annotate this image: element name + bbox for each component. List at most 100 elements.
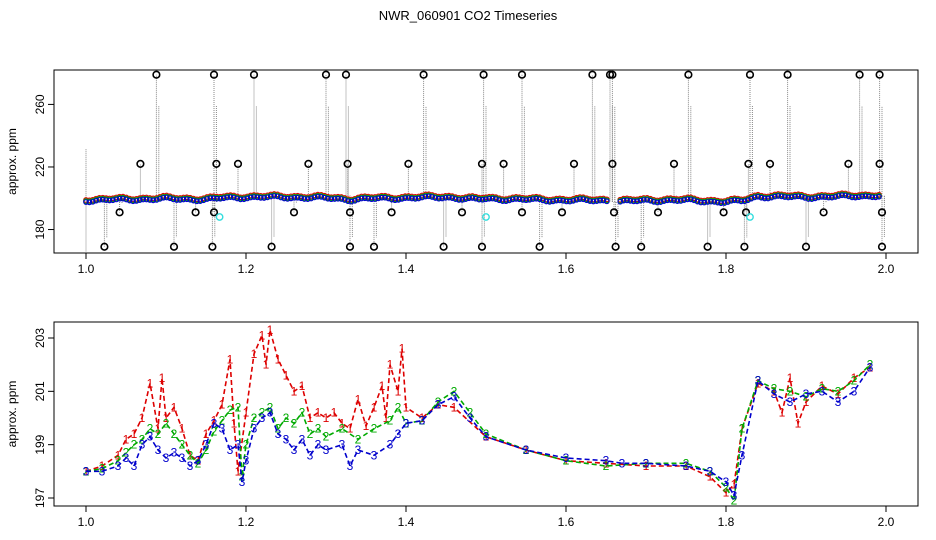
series-3-marker: 3 [243, 454, 250, 468]
series-1-marker: 1 [323, 411, 330, 425]
x-tick-label: 1.6 [558, 262, 575, 276]
data-point [758, 194, 765, 201]
series-2-marker: 2 [291, 416, 298, 430]
series-1-marker: 1 [291, 384, 298, 398]
data-point [288, 195, 294, 202]
data-point [325, 195, 331, 202]
data-point [254, 194, 261, 201]
series-3-marker: 3 [643, 456, 650, 470]
data-point [382, 194, 388, 201]
data-point [388, 196, 395, 203]
series-1-marker: 1 [387, 358, 394, 372]
data-point [536, 196, 543, 203]
outlier-point [765, 159, 775, 168]
series-3-marker: 3 [371, 448, 378, 462]
data-point [509, 196, 516, 203]
data-point [862, 193, 869, 200]
data-point [698, 199, 704, 206]
data-point [839, 192, 845, 199]
outlier-point [740, 242, 749, 251]
data-point [425, 193, 432, 200]
data-point [560, 197, 566, 204]
data-point [284, 196, 291, 202]
series-2-marker: 2 [187, 448, 194, 462]
data-point [99, 196, 106, 203]
data-point [321, 194, 328, 201]
data-point [687, 196, 694, 203]
series-1-marker: 1 [299, 379, 306, 393]
data-point [214, 195, 220, 202]
data-point [640, 197, 647, 203]
series-1-marker: 1 [771, 384, 778, 398]
data-point [489, 195, 496, 202]
data-point [802, 195, 808, 201]
data-point [237, 196, 244, 203]
data-point [314, 193, 321, 200]
data-point [335, 195, 341, 202]
data-point [533, 195, 540, 202]
data-point [355, 196, 362, 203]
data-point [822, 194, 829, 200]
series-1-marker: 1 [219, 398, 226, 412]
series-2-marker: 2 [243, 438, 250, 452]
series-3-marker: 3 [803, 387, 810, 401]
data-point [110, 197, 116, 204]
data-point [650, 199, 657, 205]
x-tick-label: 1.0 [78, 262, 95, 276]
outlier-point [745, 70, 755, 79]
data-point [566, 198, 573, 205]
series-2-marker: 2 [771, 382, 778, 396]
data-point [691, 197, 698, 204]
series-3-marker: 3 [387, 438, 394, 452]
data-point [637, 197, 644, 204]
series-3-marker: 3 [239, 475, 246, 489]
series-3-marker: 3 [291, 443, 298, 457]
outlier-point [801, 242, 811, 251]
outlier-point [517, 70, 527, 79]
series-2-marker: 2 [643, 456, 650, 470]
series-1-marker: 1 [251, 347, 258, 361]
series-1-marker: 1 [403, 400, 410, 414]
data-point [257, 195, 264, 201]
y-axis-label: approx. ppm [5, 381, 19, 448]
data-point [130, 198, 136, 205]
data-point [113, 196, 120, 203]
series-2-marker: 2 [819, 382, 826, 396]
data-point [278, 194, 284, 201]
series-2-marker: 2 [195, 456, 202, 470]
outlier-point [100, 242, 109, 251]
series-2-marker: 2 [867, 358, 874, 372]
data-point [761, 195, 768, 202]
data-point [577, 196, 583, 202]
data-point [751, 194, 758, 201]
data-point [251, 194, 257, 200]
outlier-point [653, 208, 663, 217]
data-point [217, 195, 224, 202]
data-point [153, 197, 160, 203]
data-point [835, 193, 842, 199]
data-point [402, 195, 409, 202]
series-2-marker: 2 [451, 384, 458, 398]
x-tick-label: 1.4 [398, 515, 415, 529]
data-point [375, 195, 382, 202]
data-point [654, 199, 661, 206]
series-3-marker: 3 [739, 448, 746, 462]
data-point [234, 195, 241, 202]
data-point [368, 196, 375, 203]
series-1-marker: 1 [787, 371, 794, 385]
data-point [318, 194, 325, 200]
outlier-point [741, 208, 751, 217]
data-point [462, 196, 469, 202]
data-point [170, 196, 177, 203]
data-point [701, 199, 708, 206]
data-point [435, 195, 442, 202]
series-3-marker: 3 [195, 454, 202, 468]
series-3-marker: 3 [307, 448, 314, 462]
data-point [543, 198, 550, 205]
series-3-marker: 3 [339, 438, 346, 452]
data-point [183, 196, 190, 203]
outlier-point [499, 159, 508, 168]
data-point [671, 197, 677, 204]
series-1-marker: 1 [155, 422, 162, 436]
outlier-point [387, 208, 396, 217]
